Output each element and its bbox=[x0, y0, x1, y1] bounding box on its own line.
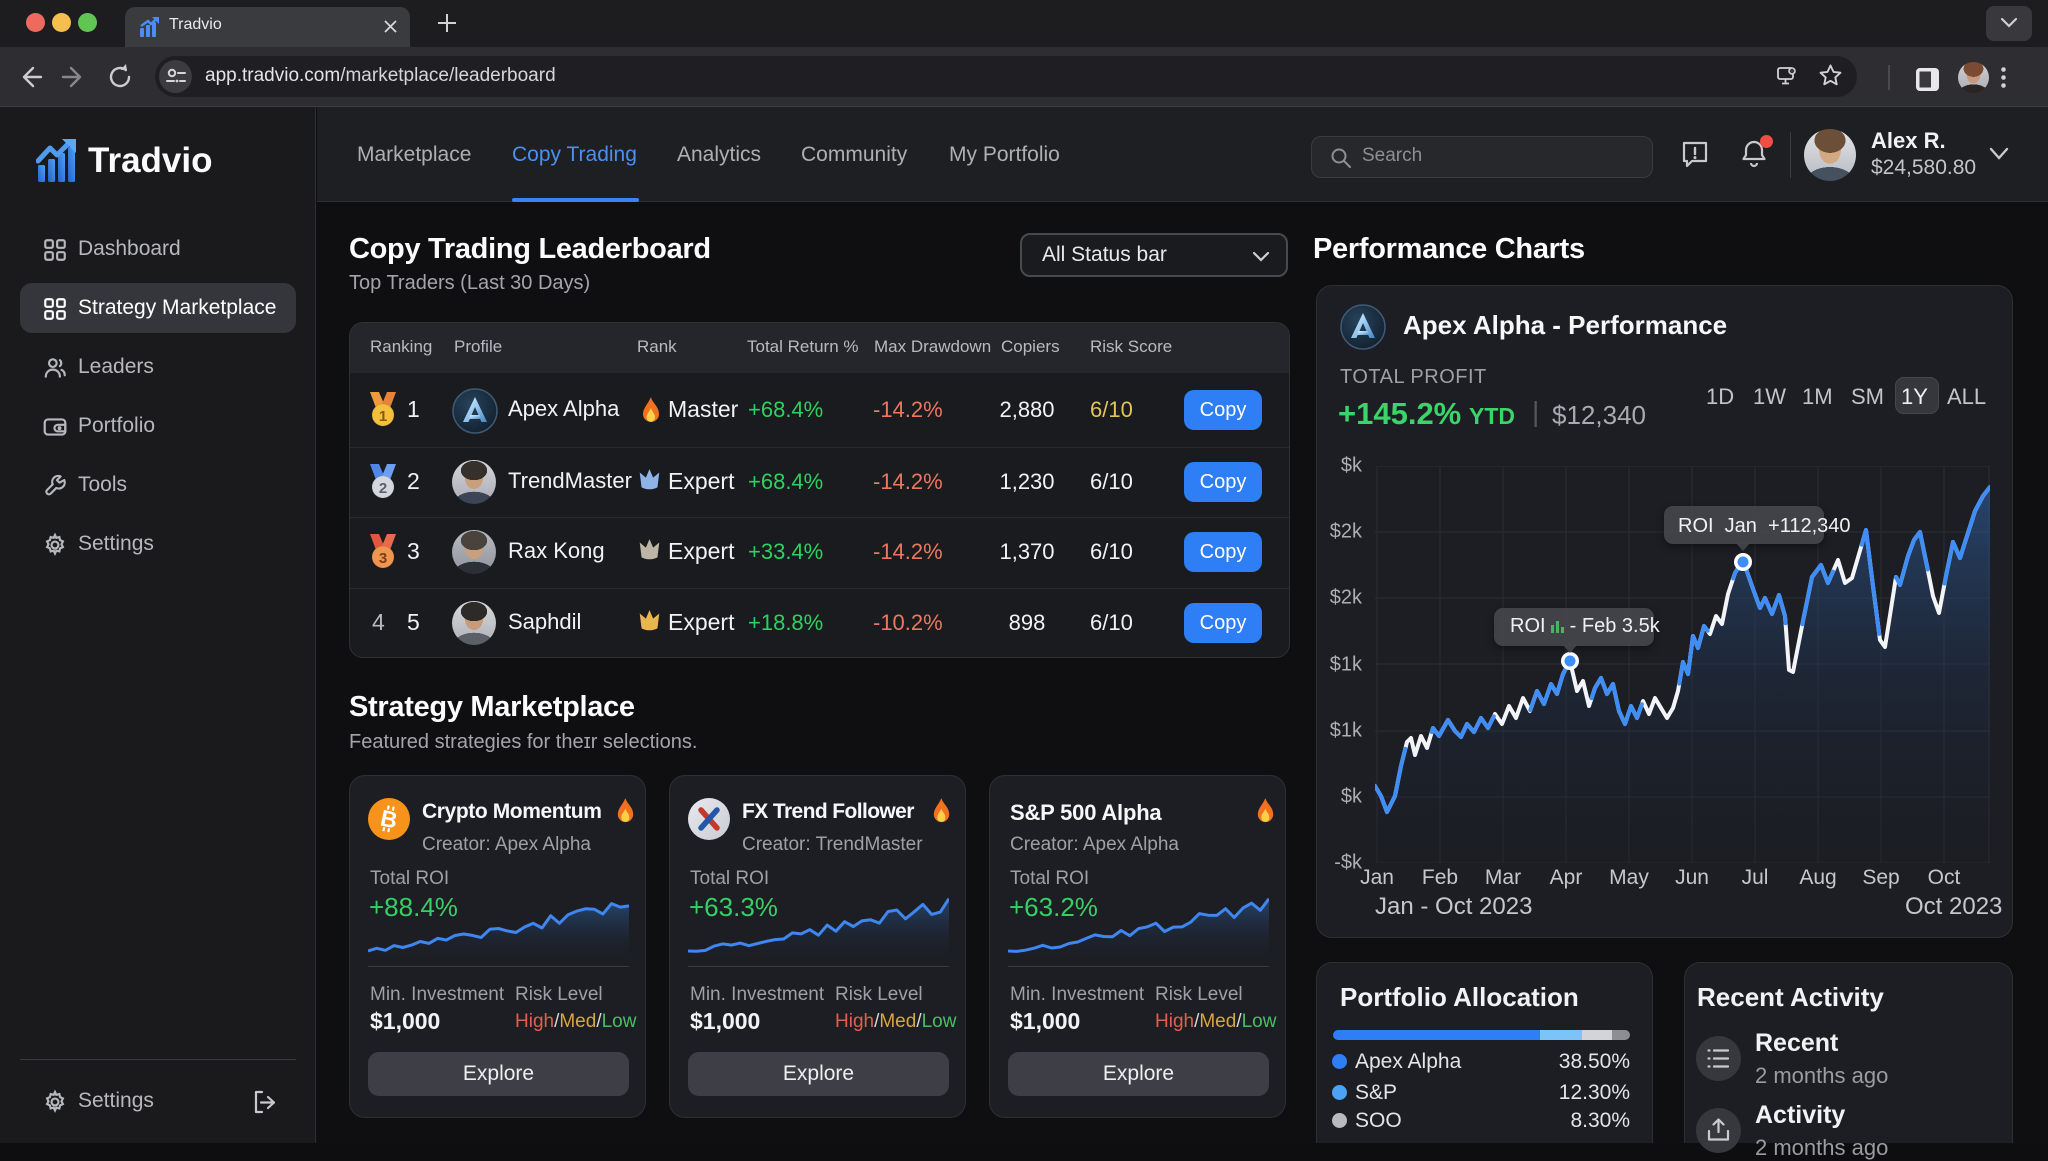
svg-text:2: 2 bbox=[379, 480, 387, 497]
svg-text:3: 3 bbox=[379, 550, 387, 567]
svg-text:B: B bbox=[378, 805, 400, 834]
svg-text:1: 1 bbox=[379, 408, 387, 425]
